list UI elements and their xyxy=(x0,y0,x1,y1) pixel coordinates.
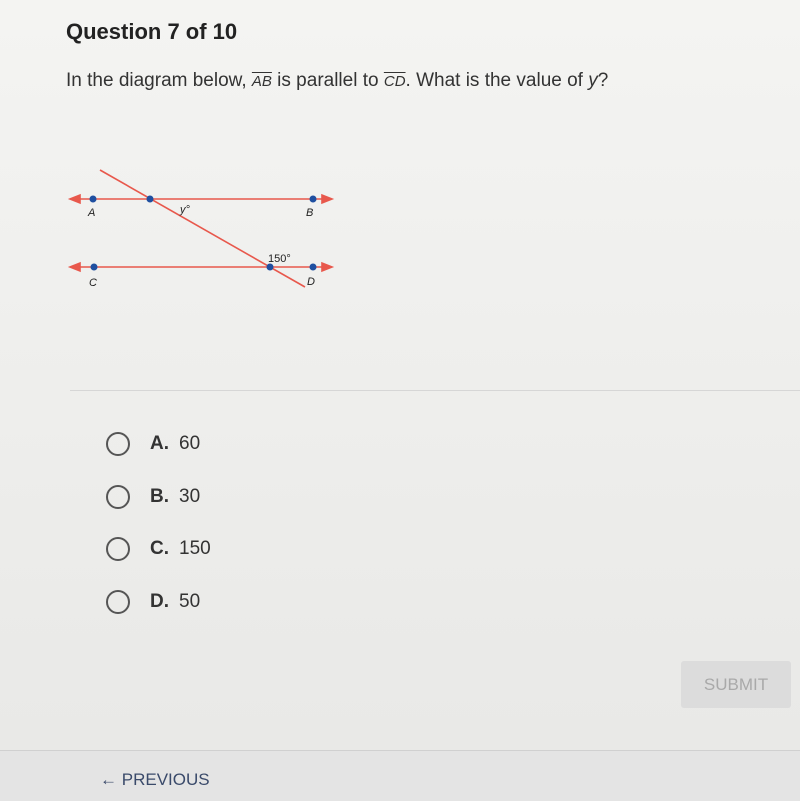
separator xyxy=(70,390,800,391)
bottom-bar xyxy=(0,750,800,801)
option[interactable]: A. 60 xyxy=(106,431,200,457)
arrow xyxy=(67,261,81,273)
option-letter: C. xyxy=(150,538,169,559)
variable: y xyxy=(588,70,598,91)
radio[interactable] xyxy=(106,537,130,561)
option-letter: A. xyxy=(150,433,169,454)
previous-button[interactable]: ← PREVIOUS xyxy=(100,770,210,790)
option-letter: B. xyxy=(150,486,169,507)
line-name: AB xyxy=(251,73,272,90)
point-label: A xyxy=(87,207,95,219)
diagram: A B C D y° 150° xyxy=(67,169,335,289)
text: is parallel to xyxy=(271,70,384,91)
option-letter: D. xyxy=(150,591,169,612)
arrow xyxy=(67,193,81,205)
radio[interactable] xyxy=(106,590,130,614)
radio[interactable] xyxy=(106,432,130,456)
option-text: 150 xyxy=(179,538,211,559)
point xyxy=(90,263,98,271)
option[interactable]: C. 150 xyxy=(106,536,211,562)
angle-label: 150° xyxy=(268,253,291,265)
point xyxy=(146,195,154,203)
angle-label: y° xyxy=(179,204,191,216)
line-name: CD xyxy=(383,73,406,90)
option-text: 50 xyxy=(179,591,201,612)
question-text: In the diagram below, AB is parallel to … xyxy=(66,70,608,92)
arrow xyxy=(321,193,335,205)
text: . What is the value of xyxy=(405,70,589,91)
point xyxy=(309,263,317,271)
text: ? xyxy=(597,70,609,91)
arrow-icon: ← xyxy=(100,770,122,789)
point xyxy=(309,195,317,203)
radio[interactable] xyxy=(106,485,130,509)
arrow xyxy=(321,261,335,273)
option[interactable]: B. 30 xyxy=(106,484,200,510)
submit-button[interactable]: SUBMIT xyxy=(681,661,791,708)
previous-text: PREVIOUS xyxy=(121,770,210,789)
point-label: C xyxy=(89,277,97,289)
question-title: Question 7 of 10 xyxy=(66,19,238,44)
point xyxy=(89,195,97,203)
point xyxy=(266,263,274,271)
point-label: B xyxy=(306,207,313,219)
option[interactable]: D. 50 xyxy=(106,589,200,615)
transversal xyxy=(99,169,306,288)
point-label: D xyxy=(307,276,315,288)
option-text: 30 xyxy=(179,486,201,507)
option-text: 60 xyxy=(179,433,201,454)
text: In the diagram below, xyxy=(66,70,252,91)
